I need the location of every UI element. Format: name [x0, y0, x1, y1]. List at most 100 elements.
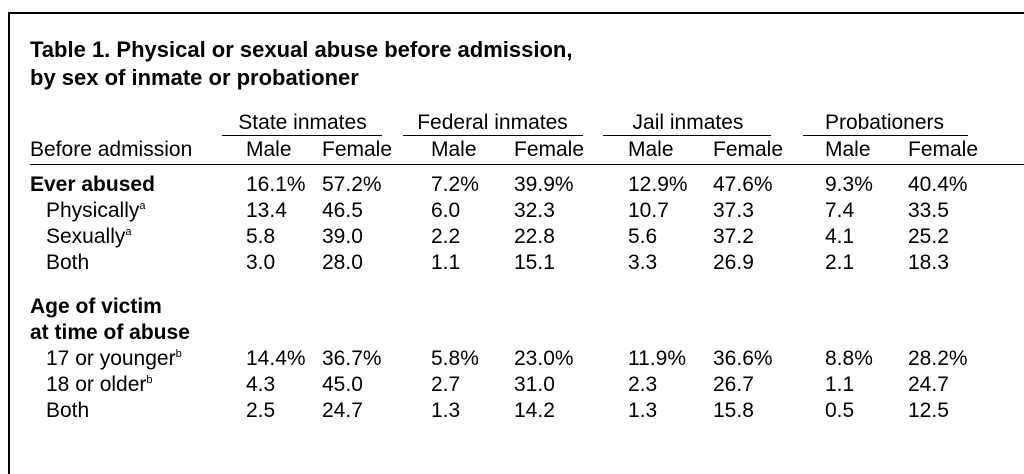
stub-header: Before admission — [30, 138, 193, 161]
footnote-marker: a — [139, 200, 146, 212]
group-underline-jail — [603, 135, 771, 136]
group-header-probationers: Probationers — [824, 111, 945, 134]
table-cell: 14.4% — [246, 347, 306, 370]
group-underline-federal — [403, 135, 583, 136]
table-cell: 5.6 — [628, 225, 658, 248]
table-cell: 10.7 — [628, 199, 669, 222]
group-underline-state — [222, 135, 382, 136]
table-cell: 46.5 — [322, 199, 363, 222]
table-cell: 37.2 — [713, 225, 754, 248]
title-line-2: by sex of inmate or probationer — [30, 65, 359, 90]
table-cell: 37.3 — [713, 199, 754, 222]
col-header-federal-male: Male — [431, 138, 477, 161]
table-row: Both 3.0 28.0 1.1 15.1 3.3 26.9 2.1 18.3 — [0, 250, 1024, 275]
header-rule — [30, 164, 1024, 165]
table-cell: 3.3 — [628, 251, 658, 274]
table-cell: 26.9 — [713, 251, 754, 274]
table-cell: 1.3 — [628, 399, 658, 422]
col-header-federal-female: Female — [514, 138, 585, 161]
table-cell: 47.6% — [713, 173, 773, 196]
table-cell: 22.8 — [514, 225, 555, 248]
table-cell: 45.0 — [322, 373, 363, 396]
table-cell: 39.9% — [514, 173, 574, 196]
table-cell: 3.0 — [246, 251, 276, 274]
table-cell: 15.8 — [713, 399, 754, 422]
table-cell: 18.3 — [908, 251, 949, 274]
table-row: Sexuallya 5.8 39.0 2.2 22.8 5.6 37.2 4.1… — [0, 224, 1024, 249]
table-cell: 2.3 — [628, 373, 658, 396]
table-cell: 28.0 — [322, 251, 363, 274]
table-cell: 5.8 — [246, 225, 276, 248]
table-cell: 32.3 — [514, 199, 555, 222]
table-cell: 11.9% — [628, 347, 686, 370]
row-label: Both — [46, 399, 90, 422]
row-label: 17 or youngerb — [46, 347, 182, 370]
group-underline-probationers — [803, 135, 968, 136]
table-cell: 25.2 — [908, 225, 949, 248]
col-header-prob-female: Female — [908, 138, 979, 161]
table-cell: 2.7 — [431, 373, 461, 396]
footnote-marker: b — [146, 374, 153, 386]
table-cell: 4.1 — [825, 225, 855, 248]
table-cell: 26.7 — [713, 373, 754, 396]
table-cell: 15.1 — [514, 251, 555, 274]
table-cell: 2.2 — [431, 225, 461, 248]
table-row: Ever abused 16.1% 57.2% 7.2% 39.9% 12.9%… — [0, 172, 1024, 197]
table-cell: 33.5 — [908, 199, 949, 222]
section-heading-row: at time of abuse — [0, 320, 1024, 345]
table-cell: 0.5 — [825, 399, 855, 422]
table-row: Physicallya 13.4 46.5 6.0 32.3 10.7 37.3… — [0, 198, 1024, 223]
col-header-state-female: Female — [322, 138, 393, 161]
row-label: Both — [46, 251, 90, 274]
table-cell: 6.0 — [431, 199, 461, 222]
table-cell: 14.2 — [514, 399, 555, 422]
col-header-state-male: Male — [246, 138, 292, 161]
table-cell: 7.4 — [825, 199, 855, 222]
table-cell: 39.0 — [322, 225, 363, 248]
footnote-marker: a — [125, 226, 132, 238]
table-cell: 12.5 — [908, 399, 949, 422]
table-row: 18 or olderb 4.3 45.0 2.7 31.0 2.3 26.7 … — [0, 372, 1024, 397]
table-frame — [8, 12, 1024, 474]
section-heading-age-line-2: at time of abuse — [30, 321, 190, 344]
table-cell: 9.3% — [825, 173, 873, 196]
table-cell: 31.0 — [514, 373, 555, 396]
table-cell: 8.8% — [825, 347, 873, 370]
table-cell: 7.2% — [431, 173, 479, 196]
table-cell: 4.3 — [246, 373, 276, 396]
section-heading-age-line-1: Age of victim — [30, 295, 162, 318]
table-cell: 5.8% — [431, 347, 479, 370]
col-header-jail-female: Female — [713, 138, 784, 161]
table-row: 17 or youngerb 14.4% 36.7% 5.8% 23.0% 11… — [0, 346, 1024, 371]
table-row: Both 2.5 24.7 1.3 14.2 1.3 15.8 0.5 12.5 — [0, 398, 1024, 423]
footnote-marker: b — [175, 348, 182, 360]
table-cell: 2.1 — [825, 251, 855, 274]
table-cell: 1.3 — [431, 399, 461, 422]
section-heading-ever-abused: Ever abused — [30, 173, 155, 196]
col-header-jail-male: Male — [628, 138, 674, 161]
section-heading-row: Age of victim — [0, 294, 1024, 319]
table-cell: 57.2% — [322, 173, 382, 196]
table-cell: 36.7% — [322, 347, 382, 370]
group-header-state: State inmates — [238, 111, 367, 134]
table-cell: 16.1% — [246, 173, 306, 196]
row-label: Physicallya — [46, 199, 146, 222]
table-cell: 28.2% — [908, 347, 968, 370]
group-header-federal: Federal inmates — [417, 111, 568, 134]
group-header-jail: Jail inmates — [632, 111, 744, 134]
title-line-1: Table 1. Physical or sexual abuse before… — [30, 37, 573, 62]
table-cell: 1.1 — [825, 373, 855, 396]
table-title: Table 1. Physical or sexual abuse before… — [30, 36, 572, 92]
table-cell: 2.5 — [246, 399, 276, 422]
table-cell: 12.9% — [628, 173, 688, 196]
table-cell: 24.7 — [908, 373, 949, 396]
table-cell: 24.7 — [322, 399, 363, 422]
table-cell: 13.4 — [246, 199, 287, 222]
row-label: Sexuallya — [46, 225, 132, 248]
table-cell: 1.1 — [431, 251, 461, 274]
row-label: 18 or olderb — [46, 373, 153, 396]
table-cell: 36.6% — [713, 347, 773, 370]
table-cell: 40.4% — [908, 173, 968, 196]
col-header-prob-male: Male — [825, 138, 871, 161]
table-cell: 23.0% — [514, 347, 574, 370]
